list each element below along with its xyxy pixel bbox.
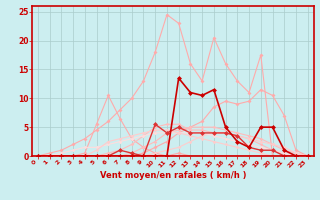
X-axis label: Vent moyen/en rafales ( km/h ): Vent moyen/en rafales ( km/h ) (100, 171, 246, 180)
